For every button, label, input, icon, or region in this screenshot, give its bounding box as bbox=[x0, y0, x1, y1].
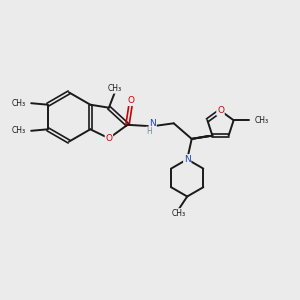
Text: CH₃: CH₃ bbox=[12, 126, 26, 135]
Text: O: O bbox=[217, 106, 224, 115]
Text: O: O bbox=[127, 96, 134, 105]
Text: CH₃: CH₃ bbox=[108, 84, 122, 93]
Text: N: N bbox=[184, 155, 190, 164]
Text: CH₃: CH₃ bbox=[12, 99, 26, 108]
Text: O: O bbox=[105, 134, 112, 143]
Text: CH₃: CH₃ bbox=[255, 116, 269, 125]
Text: N: N bbox=[149, 119, 156, 128]
Text: H: H bbox=[146, 127, 152, 136]
Text: CH₃: CH₃ bbox=[172, 209, 186, 218]
